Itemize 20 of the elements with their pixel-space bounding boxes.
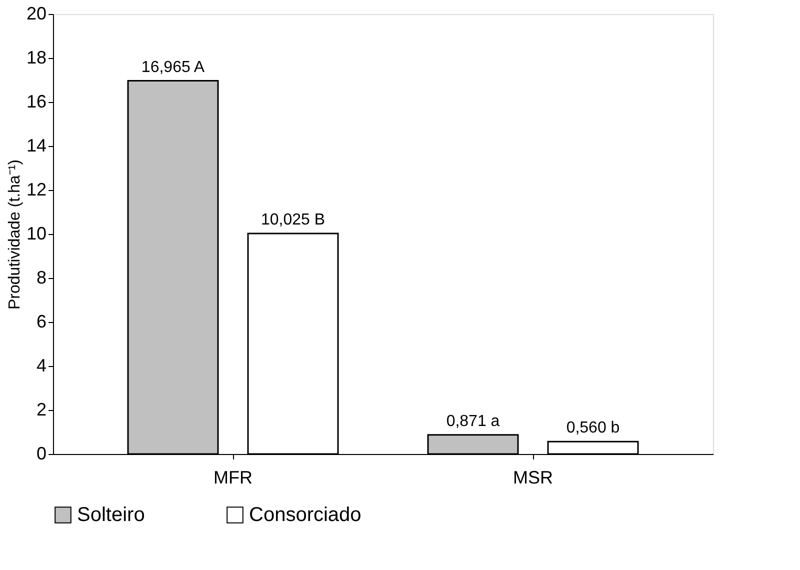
y-tick-label: 18 [26,48,46,68]
y-tick-label: 2 [36,400,46,420]
y-tick-label: 16 [26,92,46,112]
y-tick-label: 6 [36,312,46,332]
y-tick-label: 0 [36,444,46,464]
legend-label: Solteiro [77,504,145,526]
x-tick-label: MSR [513,468,553,488]
y-tick-label: 14 [26,136,46,156]
y-tick-label: 10 [26,224,46,244]
y-tick-label: 4 [36,356,46,376]
data-label: 16,965 A [141,58,205,76]
data-label: 0,560 b [566,420,620,437]
y-tick-label: 8 [36,268,46,288]
y-axis-title: Produtividade (t.ha⁻¹) [6,160,24,310]
data-label: 10,025 B [260,211,326,228]
legend-label: Consorciado [249,504,362,526]
data-label: 0,871 a [446,412,500,430]
x-tick-label: MFR [214,468,252,488]
y-tick-label: 12 [26,180,46,200]
y-tick-label: 20 [26,4,46,24]
